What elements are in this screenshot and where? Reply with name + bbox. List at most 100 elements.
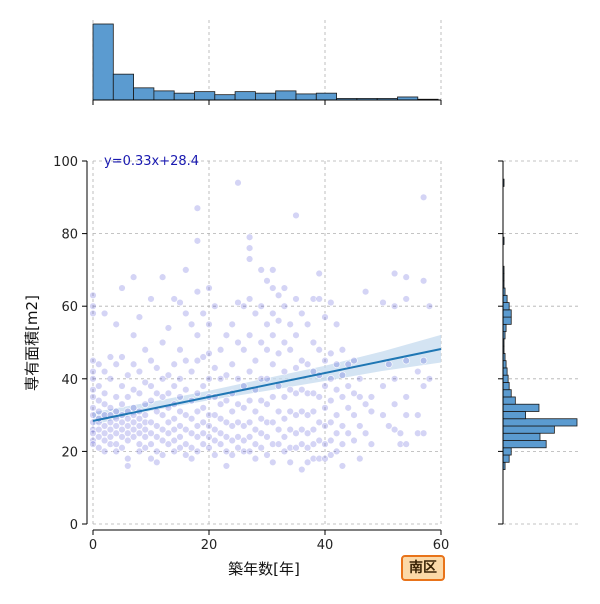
scatter-point: [124, 371, 132, 379]
scatter-point: [187, 367, 196, 376]
right-hist-bar: [502, 403, 540, 412]
scatter-point: [332, 385, 341, 394]
top-hist-bar: [173, 92, 195, 101]
scatter-point: [205, 284, 213, 292]
scatter-point: [170, 295, 178, 303]
scatter-point: [158, 425, 167, 434]
scatter-point: [245, 396, 254, 405]
scatter-point: [129, 360, 138, 368]
scatter-point: [176, 444, 184, 452]
scatter-point: [153, 447, 161, 456]
scatter-point: [176, 393, 184, 401]
scatter-point: [141, 400, 149, 408]
scatter-point: [303, 429, 312, 437]
scatter-point: [141, 425, 149, 434]
scatter-point: [402, 440, 410, 448]
scatter-point: [211, 425, 219, 434]
scatter-point: [141, 444, 149, 452]
scatter-point: [332, 411, 341, 419]
scatter-point: [228, 407, 236, 416]
scatter-point: [124, 415, 132, 423]
scatter-point: [118, 418, 126, 427]
y-tick-label: 80: [61, 228, 78, 243]
scatter-point: [141, 433, 149, 441]
scatter-point: [100, 436, 109, 445]
scatter-point: [263, 277, 271, 285]
right-hist-bar: [502, 447, 512, 456]
scatter-point: [193, 237, 202, 245]
scatter-point: [245, 447, 254, 456]
scatter-point: [269, 458, 277, 466]
scatter-point: [257, 338, 265, 347]
scatter-point: [385, 360, 393, 368]
scatter-point: [269, 284, 277, 292]
scatter-point: [193, 433, 202, 441]
scatter-point: [402, 393, 410, 401]
scatter-point: [193, 204, 202, 212]
scatter-point: [263, 433, 271, 441]
scatter-point: [205, 411, 213, 419]
scatter-point: [286, 320, 294, 329]
scatter-point: [147, 418, 155, 427]
scatter-point: [205, 422, 213, 430]
scatter-point: [385, 422, 393, 430]
top-hist-bar: [295, 93, 317, 101]
scatter-point: [129, 331, 138, 339]
x-tick-label: 0: [89, 538, 97, 553]
scatter-point: [222, 331, 231, 339]
scatter-point: [199, 418, 207, 427]
scatter-point: [396, 429, 405, 437]
scatter-point: [112, 320, 120, 329]
scatter-point: [338, 440, 347, 448]
scatter-point: [216, 346, 225, 354]
scatter-point: [216, 440, 225, 448]
scatter-point: [263, 346, 271, 354]
scatter-point: [315, 454, 323, 463]
scatter-point: [350, 436, 358, 445]
scatter-point: [124, 393, 132, 401]
scatter-point: [222, 371, 231, 379]
scatter-point: [100, 309, 109, 318]
scatter-point: [356, 375, 364, 383]
scatter-point: [390, 302, 399, 310]
scatter-point: [147, 396, 155, 405]
scatter-point: [234, 375, 242, 383]
right-hist-bar: [502, 396, 516, 405]
scatter-point: [419, 382, 428, 390]
scatter-point: [257, 444, 265, 452]
scatter-point: [112, 422, 120, 430]
scatter-point: [106, 375, 115, 383]
scatter-point: [303, 411, 312, 419]
scatter-point: [106, 425, 115, 434]
scatter-point: [124, 422, 132, 430]
top-hist-bar: [194, 91, 216, 101]
scatter-point: [124, 429, 132, 437]
scatter-point: [274, 317, 283, 325]
right-marginal-histogram: [498, 160, 578, 525]
scatter-point: [309, 389, 318, 398]
scatter-point: [153, 433, 161, 441]
scatter-point: [257, 302, 265, 310]
scatter-point: [135, 422, 144, 430]
scatter-point: [95, 407, 103, 416]
scatter-point: [245, 331, 254, 339]
scatter-point: [280, 338, 289, 347]
scatter-point: [280, 415, 289, 423]
scatter-point: [280, 447, 289, 456]
scatter-point: [414, 367, 422, 376]
scatter-point: [303, 360, 312, 368]
scatter-point: [315, 269, 323, 278]
scatter-point: [327, 298, 335, 307]
scatter-point: [402, 411, 410, 419]
scatter-point: [199, 440, 207, 448]
scatter-point: [286, 425, 294, 434]
scatter-point: [321, 313, 329, 321]
scatter-point: [124, 462, 132, 470]
regression-equation: y=0.33x+28.4: [104, 154, 199, 169]
scatter-point: [234, 400, 242, 408]
scatter-point: [350, 389, 358, 398]
scatter-point: [228, 360, 236, 368]
scatter-point: [327, 418, 335, 427]
right-hist-bar: [502, 367, 508, 376]
